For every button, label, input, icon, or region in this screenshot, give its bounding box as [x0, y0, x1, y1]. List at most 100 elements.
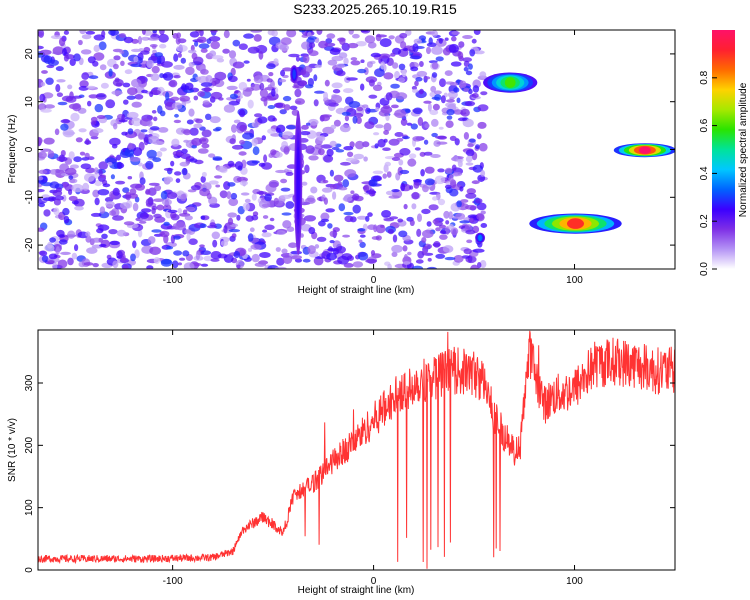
heatmap-cell: [82, 182, 90, 191]
heatmap-feature: [292, 69, 296, 79]
heatmap-cell: [318, 135, 326, 142]
heatmap-cell: [184, 229, 192, 235]
heatmap-cell: [439, 234, 448, 240]
heatmap-cell: [462, 35, 473, 39]
heatmap-cell: [233, 250, 241, 259]
heatmap-cell: [147, 37, 160, 41]
heatmap-cell: [227, 160, 235, 167]
heatmap-cell: [139, 212, 149, 219]
heatmap-cell: [60, 119, 71, 124]
heatmap-cell: [41, 255, 49, 263]
heatmap-cell: [344, 215, 354, 223]
heatmap-cell: [208, 153, 216, 158]
heatmap-cell: [280, 178, 288, 184]
heatmap-cell: [171, 138, 180, 147]
heatmap-cell: [145, 198, 154, 207]
heatmap-cell: [391, 244, 403, 253]
heatmap-cell: [413, 38, 422, 44]
heatmap-cell: [172, 33, 179, 39]
heatmap-cell: [337, 181, 343, 186]
heatmap-cell: [431, 45, 443, 55]
heatmap-cell: [332, 191, 337, 200]
heatmap-cell: [466, 188, 476, 195]
heatmap-cell: [380, 61, 386, 70]
heatmap-cell: [267, 115, 276, 122]
heatmap-cell: [283, 104, 291, 111]
snr-frame: [37, 329, 676, 571]
heatmap-cell: [375, 33, 382, 42]
heatmap-cell: [313, 74, 318, 82]
heatmap-cell: [251, 138, 259, 147]
heatmap-cell: [203, 86, 211, 93]
heatmap-cell: [409, 219, 415, 226]
heatmap-cell: [48, 253, 58, 260]
heatmap-cell: [234, 161, 243, 170]
heatmap-cell: [238, 43, 248, 50]
heatmap-cell: [381, 210, 392, 218]
heatmap-cell: [480, 210, 486, 215]
heatmap-cell: [366, 61, 373, 68]
heatmap-cell: [174, 171, 182, 176]
heatmap-cell: [464, 100, 476, 107]
heatmap-cell: [398, 230, 408, 238]
heatmap-cell: [362, 104, 369, 108]
x-tick-label: 0: [371, 576, 377, 587]
heatmap-cell: [290, 255, 303, 260]
heatmap-cell: [148, 129, 154, 134]
heatmap-cell: [429, 109, 439, 116]
heatmap-cell: [367, 212, 373, 217]
heatmap-cell: [282, 220, 292, 229]
spectrogram-y-ticks: 20 10 0 -10 -20: [24, 48, 675, 252]
heatmap-cell: [444, 37, 449, 41]
heatmap-cell: [304, 84, 314, 89]
heatmap-cell: [119, 33, 126, 38]
heatmap-cell: [449, 135, 457, 141]
heatmap-cell: [419, 90, 424, 95]
heatmap-cell: [196, 36, 207, 44]
heatmap-cell: [234, 90, 239, 94]
heatmap-cell: [163, 167, 174, 171]
heatmap-cell: [448, 224, 454, 230]
heatmap-cell: [67, 257, 74, 266]
heatmap-cell: [338, 52, 348, 59]
heatmap-cell: [186, 233, 191, 241]
heatmap-cell: [90, 116, 98, 123]
heatmap-cell: [286, 30, 297, 38]
heatmap-cell: [435, 253, 446, 259]
heatmap-cell: [264, 97, 277, 101]
heatmap-cell: [463, 132, 469, 140]
heatmap-cell: [57, 259, 68, 269]
heatmap-cell: [415, 77, 423, 82]
heatmap-cell: [251, 253, 260, 263]
heatmap-cell: [434, 94, 442, 101]
heatmap-cell: [461, 255, 470, 259]
heatmap-cell: [52, 51, 63, 55]
heatmap-cell: [426, 221, 432, 227]
heatmap-cell: [141, 30, 146, 35]
heatmap-cell: [460, 199, 469, 203]
heatmap-cell: [360, 83, 365, 91]
heatmap-cell: [468, 63, 473, 70]
heatmap-cell: [158, 126, 169, 133]
heatmap-cell: [337, 37, 346, 42]
heatmap-cell: [383, 72, 394, 80]
heatmap-cell: [308, 227, 316, 235]
heatmap-cell: [39, 93, 46, 102]
snr-series-line: [38, 330, 675, 569]
heatmap-cell: [205, 75, 213, 83]
heatmap-cell: [434, 175, 446, 185]
heatmap-cell: [280, 37, 292, 45]
heatmap-cell: [400, 118, 408, 127]
y-tick-label: -10: [24, 190, 35, 205]
heatmap-cell: [337, 255, 349, 265]
heatmap-cell: [397, 218, 404, 223]
heatmap-cell: [149, 246, 162, 255]
heatmap-cell: [188, 108, 195, 117]
heatmap-cell: [394, 132, 404, 137]
heatmap-cell: [254, 113, 263, 118]
heatmap-cell: [298, 30, 307, 33]
heatmap-cell: [427, 257, 432, 262]
x-tick-label: 0: [371, 275, 377, 286]
heatmap-cell: [305, 197, 316, 204]
heatmap-cell: [264, 224, 275, 231]
